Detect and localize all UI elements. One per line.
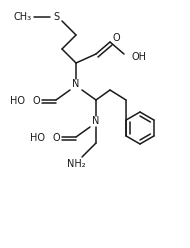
Text: HO: HO — [30, 133, 45, 143]
Text: O: O — [112, 33, 120, 43]
Text: O: O — [52, 133, 60, 143]
Text: O: O — [32, 96, 40, 106]
Text: N: N — [72, 79, 80, 89]
Text: OH: OH — [132, 52, 147, 62]
Text: CH₃: CH₃ — [14, 12, 32, 22]
Text: NH₂: NH₂ — [67, 159, 85, 169]
Text: S: S — [53, 12, 59, 22]
Text: N: N — [92, 116, 100, 126]
Text: HO: HO — [10, 96, 25, 106]
